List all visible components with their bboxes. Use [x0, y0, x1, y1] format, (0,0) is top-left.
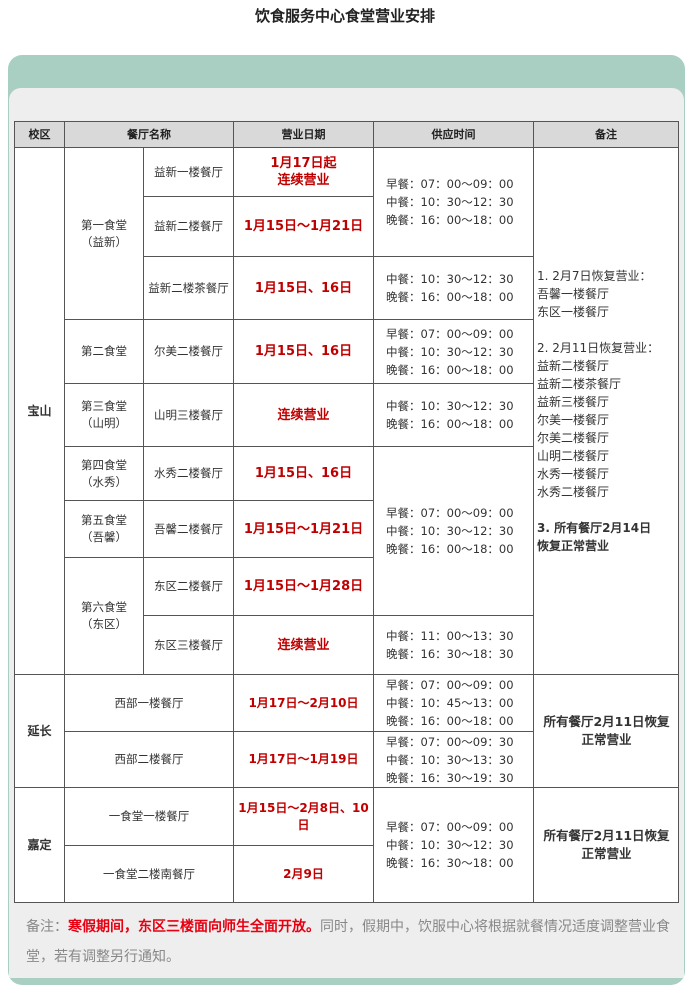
time-cell: 中餐：11：00～13：30 晚餐：16：30～18：30 — [373, 615, 534, 675]
campus-cell: 嘉定 — [14, 787, 65, 903]
table-row: 第四食堂 （水秀） 水秀二楼餐厅 1月15日、16日 早餐：07：00～09：0… — [15, 446, 679, 616]
time-cell: 早餐：07：00～09：00 中餐：10：30～12：30 晚餐：16：00～1… — [373, 147, 534, 257]
date-cell: 连续营业 — [233, 615, 374, 675]
canteen-cell: 第五食堂 （吾馨） — [64, 500, 144, 558]
restaurant-cell: 一食堂一楼餐厅 — [64, 787, 234, 846]
date-cell: 1月15日～1月21日 — [233, 196, 374, 257]
date-cell: 1月15日、16日 — [233, 256, 374, 320]
restaurant-cell: 尔美二楼餐厅 — [143, 319, 234, 384]
schedule-table: 校区 餐厅名称 营业日期 供应时间 备注 宝山 第一食堂 （益新） 益新一楼餐厅… — [14, 121, 679, 903]
table-row: 西部二楼餐厅 1月17日～1月19日 早餐：07：00～09：30 中餐：10：… — [15, 731, 679, 788]
header-time: 供应时间 — [373, 121, 534, 148]
date-cell: 1月17日起 连续营业 — [233, 147, 374, 197]
time-cell: 早餐：07：00～09：30 中餐：10：30～13：30 晚餐：16：30～1… — [373, 731, 534, 788]
footnote-highlight: 寒假期间，东区三楼面向师生全面开放。 — [68, 919, 320, 935]
restaurant-cell: 山明三楼餐厅 — [143, 383, 234, 447]
time-cell: 早餐：07：00～09：00 中餐：10：45～13：00 晚餐：16：00～1… — [373, 674, 534, 732]
table-row: 宝山 第一食堂 （益新） 益新一楼餐厅 1月17日起 连续营业 早餐：07：00… — [14, 147, 679, 675]
header-notes: 备注 — [533, 121, 679, 148]
date-cell: 1月15日～1月28日 — [233, 557, 374, 616]
header-campus: 校区 — [14, 121, 65, 148]
restaurant-cell: 西部二楼餐厅 — [64, 731, 234, 788]
restaurant-cell: 吾馨二楼餐厅 — [143, 500, 234, 558]
notes-cell: 所有餐厅2月11日恢复 正常营业 — [533, 787, 679, 903]
time-cell: 早餐：07：00～09：00 中餐：10：30～12：30 晚餐：16：00～1… — [373, 319, 534, 384]
campus-cell: 宝山 — [14, 147, 65, 675]
table-row: 东区三楼餐厅 连续营业 中餐：11：00～13：30 晚餐：16：30～18：3… — [15, 615, 679, 675]
table-row: 延长 西部一楼餐厅 1月17日～2月10日 早餐：07：00～09：00 中餐：… — [14, 674, 679, 788]
date-cell: 1月15日、16日 — [233, 319, 374, 384]
note-3: 3. 所有餐厅2月14日 恢复正常营业 — [537, 521, 652, 553]
table-row: 嘉定 一食堂一楼餐厅 1月15日～2月8日、10日 早餐：07：00～09：00… — [14, 787, 679, 903]
restaurant-cell: 水秀二楼餐厅 — [143, 446, 234, 501]
date-cell: 1月15日～2月8日、10日 — [233, 787, 374, 846]
date-cell: 1月15日、16日 — [233, 446, 374, 501]
footnote-text: 同时，假期中，饮服中心将根据就餐情况适度调整营业食堂，若有调整另行通知。 — [26, 919, 670, 965]
footnote: 备注：寒假期间，东区三楼面向师生全面开放。同时，假期中，饮服中心将根据就餐情况适… — [26, 912, 676, 972]
table-row: 第三食堂 （山明） 山明三楼餐厅 连续营业 中餐：10：30～12：30 晚餐：… — [15, 383, 679, 447]
date-cell: 1月17日～1月19日 — [233, 731, 374, 788]
header-restaurant: 餐厅名称 — [64, 121, 234, 148]
restaurant-cell: 西部一楼餐厅 — [64, 674, 234, 732]
header-date: 营业日期 — [233, 121, 374, 148]
page-title: 饮食服务中心食堂营业安排 — [254, 7, 435, 25]
restaurant-cell: 一食堂二楼南餐厅 — [64, 845, 234, 903]
date-cell: 1月17日～2月10日 — [233, 674, 374, 732]
header-row: 校区 餐厅名称 营业日期 供应时间 备注 — [14, 121, 679, 148]
restaurant-cell: 东区三楼餐厅 — [143, 615, 234, 675]
table-row: 一食堂二楼南餐厅 2月9日 — [15, 845, 679, 903]
notes-cell: 1. 2月7日恢复营业： 吾馨一楼餐厅 东区一楼餐厅 2. 2月11日恢复营业： … — [533, 147, 679, 675]
canteen-cell: 第一食堂 （益新） — [64, 147, 144, 320]
notes-cell: 所有餐厅2月11日恢复 正常营业 — [533, 674, 679, 788]
time-cell: 中餐：10：30～12：30 晚餐：16：00～18：00 — [373, 256, 534, 320]
date-cell: 2月9日 — [233, 845, 374, 903]
canteen-cell: 第二食堂 — [64, 319, 144, 384]
restaurant-cell: 益新二楼茶餐厅 — [143, 256, 234, 320]
table-row: 第五食堂 （吾馨） 吾馨二楼餐厅 1月15日～1月21日 — [15, 500, 679, 558]
time-cell: 中餐：10：30～12：30 晚餐：16：00～18：00 — [373, 383, 534, 447]
restaurant-cell: 东区二楼餐厅 — [143, 557, 234, 616]
date-cell: 连续营业 — [233, 383, 374, 447]
note-2: 2. 2月11日恢复营业： 益新二楼餐厅 益新二楼茶餐厅 益新三楼餐厅 尔美一楼… — [537, 341, 660, 499]
time-cell: 早餐：07：00～09：00 中餐：10：30～12：30 晚餐：16：00～1… — [373, 446, 534, 616]
table-row: 益新二楼餐厅 1月15日～1月21日 — [15, 196, 679, 257]
restaurant-cell: 益新一楼餐厅 — [143, 147, 234, 197]
canteen-cell: 第三食堂 （山明） — [64, 383, 144, 447]
campus-cell: 延长 — [14, 674, 65, 788]
canteen-cell: 第四食堂 （水秀） — [64, 446, 144, 501]
footnote-label: 备注： — [26, 919, 68, 935]
date-cell: 1月15日～1月21日 — [233, 500, 374, 558]
canteen-cell: 第六食堂 （东区） — [64, 557, 144, 675]
table-row: 第六食堂 （东区） 东区二楼餐厅 1月15日～1月28日 — [15, 557, 679, 675]
time-cell: 早餐：07：00～09：00 中餐：10：30～12：30 晚餐：16：30～1… — [373, 787, 534, 903]
table-row: 益新二楼茶餐厅 1月15日、16日 中餐：10：30～12：30 晚餐：16：0… — [15, 256, 679, 320]
note-1: 1. 2月7日恢复营业： 吾馨一楼餐厅 东区一楼餐厅 — [537, 269, 652, 319]
restaurant-cell: 益新二楼餐厅 — [143, 196, 234, 257]
